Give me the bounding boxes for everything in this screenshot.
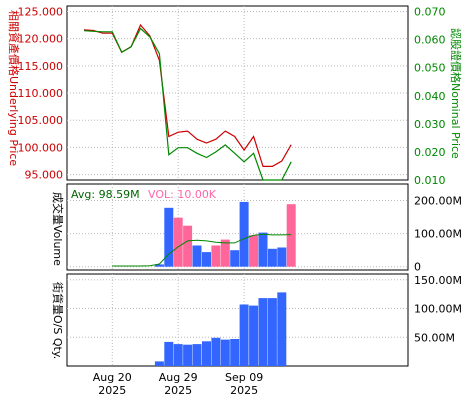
price-left-tick-5: 100.000 [18, 141, 64, 154]
volume-vol-legend: VOL: 10.00K [148, 188, 217, 201]
os-bar [173, 344, 183, 366]
volume-bar [192, 245, 202, 267]
volume-tick-1: 100.00M [414, 228, 462, 241]
volume-bar [183, 225, 193, 267]
x-tick-label-2: Sep 09 [225, 371, 263, 384]
os-bar [183, 344, 193, 366]
price-right-tick-6: 0.010 [414, 174, 446, 187]
price-right-axis-label: 認股證價格Nominal Price [449, 28, 463, 159]
price-left-tick-6: 95.000 [25, 169, 64, 182]
panel-frames [66, 5, 409, 367]
os-tick-1: 100.00M [414, 303, 462, 316]
price-right-tick-3: 0.040 [414, 90, 446, 103]
os-bar [192, 344, 202, 366]
os-axis-label: 街貨量O/S Qty. [51, 282, 65, 359]
x-tick-year-1: 2025 [164, 384, 192, 397]
price-left-axis-label: 相關資產價格Underlying Price [7, 10, 21, 166]
price-left-tick-4: 105.000 [18, 114, 64, 127]
os-bar [211, 337, 221, 366]
price-left-tick-1: 120.000 [18, 33, 64, 46]
price-left-tick-0: 125.000 [18, 5, 64, 18]
volume-tick-0: 200.00M [414, 195, 462, 208]
price-right-tick-0: 0.070 [414, 6, 446, 19]
os-bar [249, 305, 259, 366]
price-panel-frame [66, 5, 409, 181]
volume-axis-label: 成交量Volume [51, 192, 65, 266]
volume-bar [258, 232, 268, 267]
volume-legend: Avg: 98.59M VOL: 10.00K [71, 188, 217, 201]
price-right-tick-2: 0.050 [414, 62, 446, 75]
volume-tick-2: 0 [414, 261, 421, 274]
os-bar [230, 339, 240, 366]
volume-bar [230, 250, 240, 267]
volume-bar [202, 252, 211, 267]
volume-bar [164, 207, 174, 267]
x-tick-label-0: Aug 20 [93, 371, 132, 384]
os-bar [220, 339, 230, 366]
volume-bar [286, 204, 296, 267]
volume-bar [220, 239, 230, 267]
os-bar [239, 304, 249, 366]
volume-average-line [112, 233, 292, 267]
price-right-tick-4: 0.030 [414, 118, 446, 131]
volume-bar [267, 248, 277, 267]
volume-bar [239, 201, 249, 267]
os-bar [267, 298, 277, 366]
os-bar [258, 298, 268, 366]
volume-bar [154, 264, 164, 267]
os-bar [154, 361, 164, 366]
x-tick-label-1: Aug 29 [159, 371, 198, 384]
price-right-tick-5: 0.020 [414, 146, 446, 159]
os-bar [202, 341, 211, 366]
nominal-price-line [83, 27, 292, 181]
volume-bar [173, 217, 183, 267]
price-right-tick-1: 0.060 [414, 34, 446, 47]
volume-avg-legend: Avg: 98.59M [71, 188, 140, 201]
x-tick-year-2: 2025 [230, 384, 258, 397]
price-left-tick-2: 115.000 [18, 60, 64, 73]
x-tick-year-0: 2025 [98, 384, 126, 397]
os-bar [164, 341, 174, 366]
chart-marks [83, 23, 296, 366]
volume-bar [277, 247, 287, 267]
volume-bar [249, 235, 259, 267]
price-left-tick-3: 110.000 [18, 87, 64, 100]
os-tick-2: 50.00M [414, 331, 455, 344]
os-bar [277, 292, 287, 366]
volume-bar [211, 245, 221, 267]
os-tick-0: 150.00M [414, 274, 462, 287]
os-panel-frame [66, 273, 409, 367]
